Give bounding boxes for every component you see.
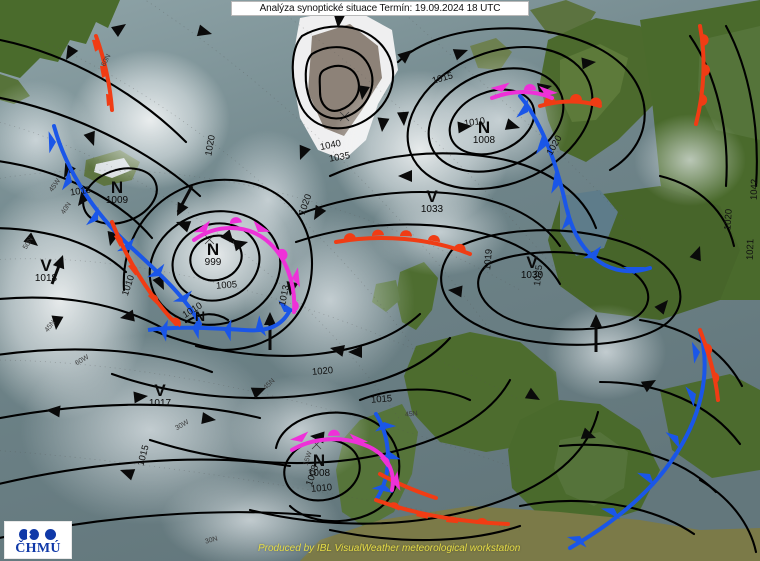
chmu-dot-icon (45, 529, 56, 540)
producer-watermark: Produced by IBL VisualWeather meteorolog… (258, 543, 521, 554)
warm-fronts (92, 24, 720, 526)
chart-title-bar: Analýza synoptické situace Termín: 19.09… (231, 1, 529, 16)
chmu-logo-text: ČHMÚ (15, 541, 61, 556)
chmu-logo: ČHMÚ (4, 521, 72, 559)
chmu-bowtie-icon (19, 529, 39, 540)
occluded-fronts (192, 82, 558, 492)
logo-marks (5, 527, 71, 541)
page-title: Analýza synoptické situace Termín: 19.09… (259, 3, 501, 14)
cold-fronts (48, 94, 707, 550)
